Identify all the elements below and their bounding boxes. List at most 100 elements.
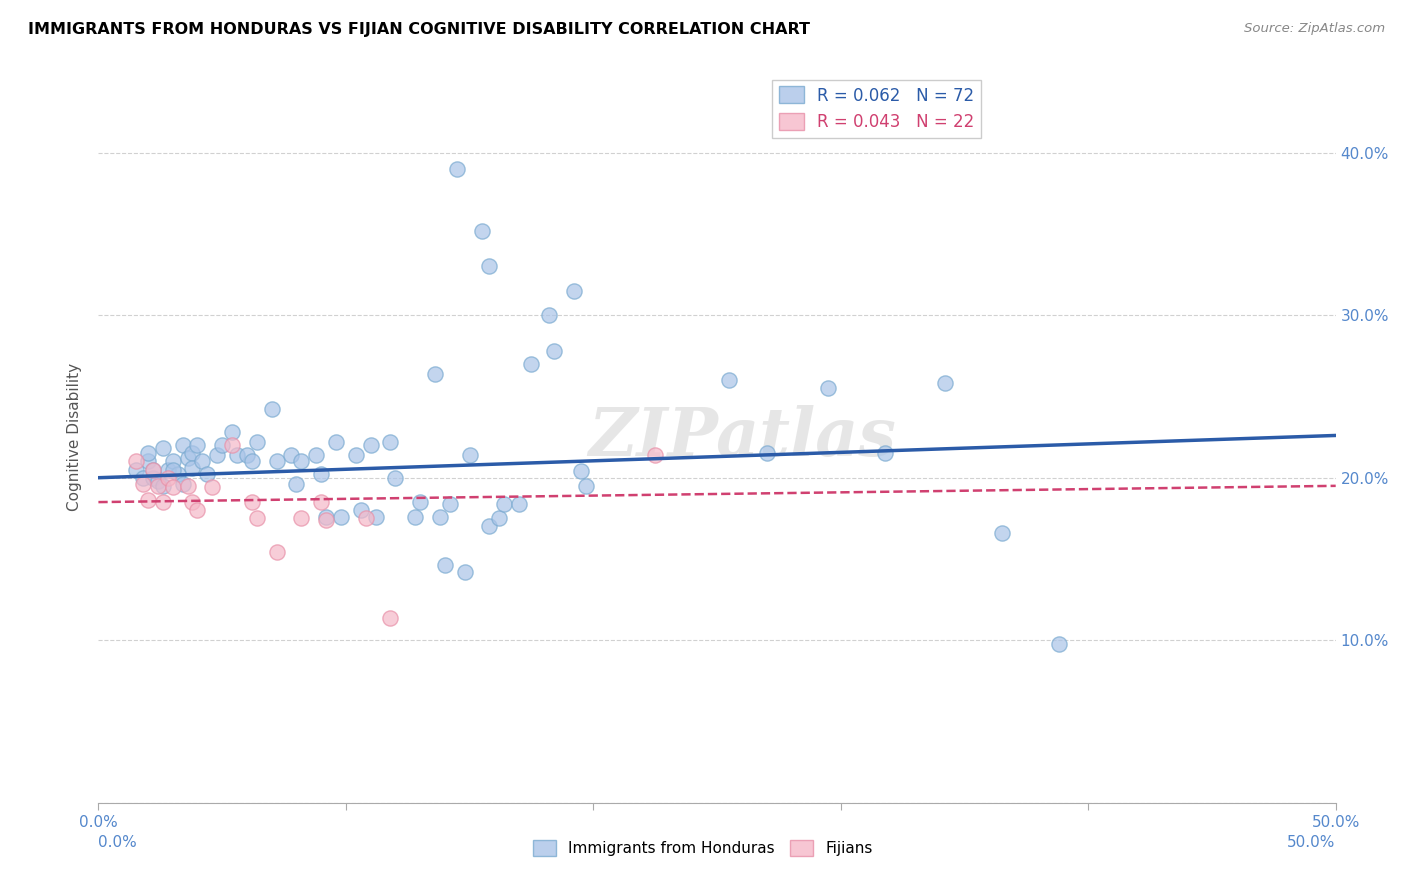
Point bbox=[166, 467, 188, 482]
Point bbox=[172, 477, 194, 491]
Point bbox=[990, 526, 1012, 541]
Point bbox=[280, 448, 302, 462]
Point bbox=[156, 462, 179, 476]
Point bbox=[290, 454, 312, 468]
Point bbox=[537, 308, 560, 322]
Point bbox=[201, 480, 224, 494]
Point bbox=[329, 509, 352, 524]
Point bbox=[132, 477, 155, 491]
Point bbox=[562, 284, 585, 298]
Point bbox=[246, 511, 269, 525]
Point bbox=[226, 448, 249, 462]
Point bbox=[132, 471, 155, 485]
Point bbox=[446, 161, 468, 176]
Point bbox=[195, 467, 218, 482]
Point bbox=[142, 462, 165, 476]
Point bbox=[146, 479, 169, 493]
Point bbox=[240, 454, 263, 468]
Point bbox=[246, 434, 269, 449]
Point bbox=[156, 471, 179, 485]
Point bbox=[309, 467, 332, 482]
Point bbox=[350, 503, 373, 517]
Point bbox=[453, 565, 475, 579]
Point bbox=[934, 376, 956, 391]
Point bbox=[718, 373, 741, 387]
Point bbox=[162, 454, 184, 468]
Point bbox=[471, 224, 494, 238]
Point bbox=[290, 511, 312, 525]
Point bbox=[266, 454, 288, 468]
Point bbox=[315, 509, 337, 524]
Point bbox=[285, 477, 308, 491]
Point bbox=[409, 495, 432, 509]
Point bbox=[240, 495, 263, 509]
Point bbox=[344, 448, 367, 462]
Point bbox=[181, 461, 204, 475]
Point bbox=[152, 442, 174, 456]
Point bbox=[152, 479, 174, 493]
Point bbox=[569, 464, 592, 478]
Point bbox=[364, 509, 387, 524]
Point bbox=[508, 497, 530, 511]
Point bbox=[755, 446, 778, 460]
Point bbox=[176, 451, 198, 466]
Point bbox=[266, 545, 288, 559]
Text: ZIPatlas: ZIPatlas bbox=[588, 405, 896, 469]
Point bbox=[494, 497, 516, 511]
Text: Source: ZipAtlas.com: Source: ZipAtlas.com bbox=[1244, 22, 1385, 36]
Point bbox=[142, 471, 165, 485]
Point bbox=[136, 454, 159, 468]
Point bbox=[458, 448, 481, 462]
Point bbox=[172, 438, 194, 452]
Point bbox=[354, 511, 377, 525]
Point bbox=[186, 438, 208, 452]
Point bbox=[221, 438, 243, 452]
Point bbox=[429, 509, 451, 524]
Point bbox=[186, 503, 208, 517]
Point bbox=[309, 495, 332, 509]
Point bbox=[325, 434, 347, 449]
Point bbox=[423, 367, 446, 381]
Point bbox=[380, 610, 402, 624]
Point bbox=[152, 495, 174, 509]
Point bbox=[162, 462, 184, 476]
Point bbox=[543, 343, 565, 358]
Point bbox=[136, 493, 159, 508]
Point bbox=[124, 454, 146, 468]
Point bbox=[1047, 636, 1070, 650]
Point bbox=[488, 511, 510, 525]
Point bbox=[478, 260, 501, 274]
Text: 0.0%: 0.0% bbox=[98, 836, 138, 850]
Point bbox=[384, 471, 406, 485]
Legend: R = 0.062   N = 72, R = 0.043   N = 22: R = 0.062 N = 72, R = 0.043 N = 22 bbox=[772, 79, 981, 137]
Point bbox=[478, 519, 501, 533]
Point bbox=[380, 434, 402, 449]
Point bbox=[575, 479, 598, 493]
Y-axis label: Cognitive Disability: Cognitive Disability bbox=[67, 363, 83, 511]
Text: IMMIGRANTS FROM HONDURAS VS FIJIAN COGNITIVE DISABILITY CORRELATION CHART: IMMIGRANTS FROM HONDURAS VS FIJIAN COGNI… bbox=[28, 22, 810, 37]
Point bbox=[315, 513, 337, 527]
Point bbox=[191, 454, 214, 468]
Point bbox=[404, 509, 426, 524]
Point bbox=[520, 357, 543, 371]
Point bbox=[644, 448, 666, 462]
Point bbox=[176, 479, 198, 493]
Point bbox=[162, 480, 184, 494]
Point bbox=[360, 438, 382, 452]
Point bbox=[221, 425, 243, 440]
Point bbox=[124, 462, 146, 476]
Point bbox=[236, 448, 259, 462]
Point bbox=[146, 474, 169, 488]
Text: 50.0%: 50.0% bbox=[1288, 836, 1336, 850]
Point bbox=[136, 446, 159, 460]
Point bbox=[439, 497, 461, 511]
Point bbox=[211, 438, 233, 452]
Point bbox=[433, 558, 456, 573]
Point bbox=[142, 462, 165, 476]
Legend: Immigrants from Honduras, Fijians: Immigrants from Honduras, Fijians bbox=[527, 834, 879, 862]
Point bbox=[205, 448, 228, 462]
Point bbox=[260, 402, 283, 417]
Point bbox=[181, 495, 204, 509]
Point bbox=[817, 381, 839, 395]
Point bbox=[875, 446, 897, 460]
